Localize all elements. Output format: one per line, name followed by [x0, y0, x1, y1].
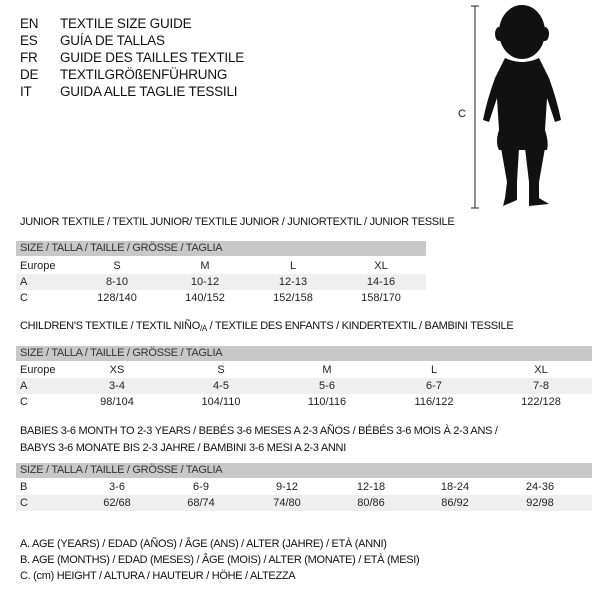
legend-a: A. AGE (YEARS) / EDAD (AÑOS) / ÂGE (ANS)…: [20, 538, 387, 550]
cell: XL: [374, 260, 388, 272]
cell: 3-6: [109, 481, 125, 493]
lang-title: GUIDE DES TAILLES TEXTILE: [60, 50, 245, 65]
cell: 8-10: [105, 276, 129, 288]
row-label: A: [20, 380, 28, 392]
babies-title-line1: BABIES 3-6 MONTH TO 2-3 YEARS / BEBÉS 3-…: [20, 425, 498, 437]
cell: XL: [534, 364, 548, 376]
lang-en: EN TEXTILE SIZE GUIDE: [20, 16, 192, 31]
cell: 110/116: [307, 396, 347, 408]
lang-title: GUIDA ALLE TAGLIE TESSILI: [60, 84, 238, 99]
cell: 128/140: [97, 292, 137, 304]
junior-size-header: SIZE / TALLA / TAILLE / GRÖSSE / TAGLIA: [16, 241, 426, 256]
cell: M: [200, 260, 210, 272]
lang-es: ES GUÍA DE TALLAS: [20, 33, 165, 48]
cell: L: [430, 364, 438, 376]
cell: 104/110: [201, 396, 241, 408]
cell: 68/74: [187, 497, 215, 509]
table-row: C 62/68 68/74 74/80 80/86 86/92 92/98: [16, 495, 592, 511]
title-part: / TEXTILE DES ENFANTS / KINDERTEXTIL / B…: [206, 320, 514, 332]
cell: 9-12: [275, 481, 299, 493]
babies-title-line2: BABYS 3-6 MONATE BIS 2-3 JAHRE / BAMBINI…: [20, 442, 346, 454]
cell: 3-4: [109, 380, 125, 392]
child-silhouette-icon: [471, 5, 561, 209]
children-size-header: SIZE / TALLA / TAILLE / GRÖSSE / TAGLIA: [16, 346, 592, 361]
table-row: C 128/140 140/152 152/158 158/170: [16, 290, 426, 306]
cell: 116/122: [414, 396, 454, 408]
table-row: Europe S M L XL: [16, 258, 426, 274]
lang-title: TEXTILGRÖßENFÜHRUNG: [60, 67, 228, 82]
lang-fr: FR GUIDE DES TAILLES TEXTILE: [20, 50, 244, 65]
table-row: A 3-4 4-5 5-6 6-7 7-8: [16, 378, 592, 394]
cell: 24-36: [525, 481, 555, 493]
lang-it: IT GUIDA ALLE TAGLIE TESSILI: [20, 84, 238, 99]
legend-b: B. AGE (MONTHS) / EDAD (MESES) / ÂGE (MO…: [20, 554, 420, 566]
cell: 12-13: [278, 276, 308, 288]
cell: 10-12: [190, 276, 220, 288]
lang-code: ES: [20, 33, 38, 48]
cell: 18-24: [440, 481, 470, 493]
cell: 98/104: [100, 396, 134, 408]
row-label: C: [20, 497, 28, 509]
row-label: B: [20, 481, 28, 493]
junior-title: JUNIOR TEXTILE / TEXTIL JUNIOR/ TEXTILE …: [20, 216, 455, 228]
table-row: C 98/104 104/110 110/116 116/122 122/128: [16, 394, 592, 410]
cell: 152/158: [273, 292, 313, 304]
cell: 6-7: [426, 380, 442, 392]
cell: 140/152: [185, 292, 225, 304]
row-label: C: [20, 292, 28, 304]
cell: 92/98: [526, 497, 554, 509]
table-row: B 3-6 6-9 9-12 12-18 18-24 24-36: [16, 479, 592, 495]
lang-title: GUÍA DE TALLAS: [60, 33, 165, 48]
cell: XS: [109, 364, 125, 376]
cell: 80/86: [357, 497, 385, 509]
height-label: C: [458, 108, 466, 120]
title-part: CHILDREN'S TEXTILE / TEXTIL NIÑO: [20, 320, 200, 332]
table-row: Europe XS S M L XL: [16, 362, 592, 378]
cell: 14-16: [366, 276, 396, 288]
lang-code: EN: [20, 16, 39, 31]
cell: 5-6: [319, 380, 335, 392]
cell: 4-5: [213, 380, 229, 392]
legend-c: C. (cm) HEIGHT / ALTURA / HAUTEUR / HÖHE…: [20, 570, 296, 582]
cell: 158/170: [361, 292, 401, 304]
cell: 7-8: [533, 380, 549, 392]
title-sub: /A: [199, 324, 207, 333]
cell: 74/80: [273, 497, 301, 509]
table-row: A 8-10 10-12 12-13 14-16: [16, 274, 426, 290]
babies-size-header: SIZE / TALLA / TAILLE / GRÖSSE / TAGLIA: [16, 463, 592, 478]
lang-code: DE: [20, 67, 39, 82]
cell: S: [217, 364, 225, 376]
children-title: CHILDREN'S TEXTILE / TEXTIL NIÑO/A / TEX…: [20, 320, 514, 333]
lang-code: FR: [20, 50, 38, 65]
lang-title: TEXTILE SIZE GUIDE: [60, 16, 192, 31]
row-label: C: [20, 396, 28, 408]
cell: 12-18: [356, 481, 386, 493]
cell: 62/68: [103, 497, 131, 509]
row-label: Europe: [20, 260, 56, 272]
lang-code: IT: [20, 84, 32, 99]
cell: S: [113, 260, 121, 272]
cell: M: [322, 364, 332, 376]
cell: 122/128: [521, 396, 561, 408]
cell: L: [289, 260, 297, 272]
lang-de: DE TEXTILGRÖßENFÜHRUNG: [20, 67, 227, 82]
row-label: Europe: [20, 364, 56, 376]
row-label: A: [20, 276, 28, 288]
cell: 6-9: [193, 481, 209, 493]
cell: 86/92: [441, 497, 469, 509]
